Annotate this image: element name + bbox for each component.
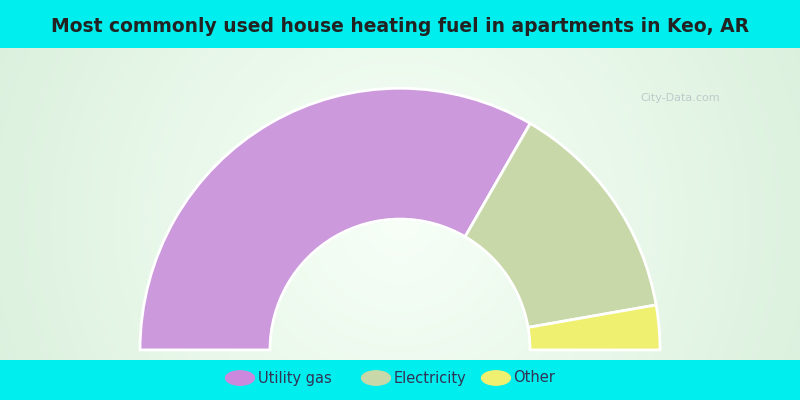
Wedge shape <box>528 305 660 350</box>
Circle shape <box>226 371 254 385</box>
Text: Electricity: Electricity <box>394 370 466 386</box>
Wedge shape <box>140 88 530 350</box>
Circle shape <box>362 371 390 385</box>
Wedge shape <box>465 124 656 328</box>
Circle shape <box>482 371 510 385</box>
Text: Other: Other <box>514 370 555 386</box>
Text: Most commonly used house heating fuel in apartments in Keo, AR: Most commonly used house heating fuel in… <box>51 16 749 36</box>
Text: City-Data.com: City-Data.com <box>640 93 720 103</box>
Text: Utility gas: Utility gas <box>258 370 331 386</box>
